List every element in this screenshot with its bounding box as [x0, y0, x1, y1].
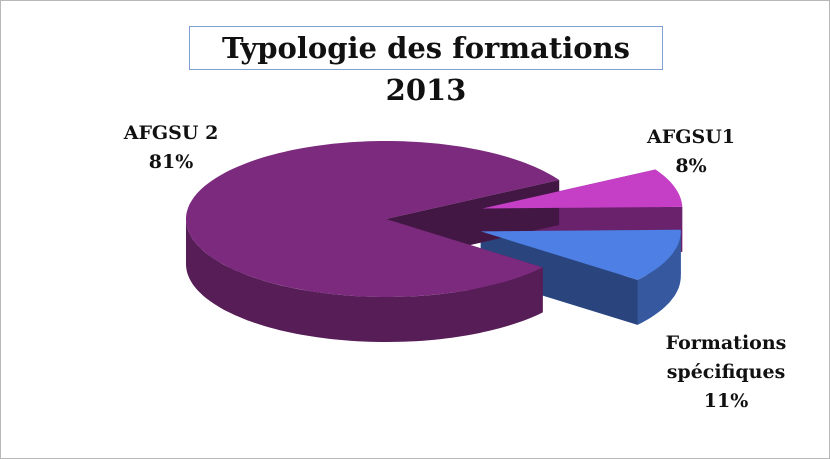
slice-top [186, 141, 560, 297]
slice-side [186, 219, 543, 342]
chart-title: Typologie des formations 2013 [189, 26, 663, 107]
slice-label: AFGSU 2 81% [116, 119, 226, 177]
slice-label: AFGSU1 8% [641, 123, 741, 181]
slice-top [482, 169, 683, 209]
category-label: AFGSU1 [647, 126, 735, 148]
slice-side [480, 231, 638, 325]
slice-shade [480, 231, 638, 325]
value-label: 81% [148, 151, 194, 173]
slice-label: Formations spécifiques 11% [661, 329, 791, 416]
slice-top [480, 229, 681, 280]
slice-shade [186, 219, 543, 342]
category-label: AFGSU 2 [123, 122, 219, 144]
slice-side [637, 231, 681, 325]
value-label: 8% [675, 155, 707, 177]
slice-shade [637, 231, 681, 325]
value-label: 11% [703, 390, 749, 412]
category-label: Formations spécifiques [665, 332, 787, 383]
